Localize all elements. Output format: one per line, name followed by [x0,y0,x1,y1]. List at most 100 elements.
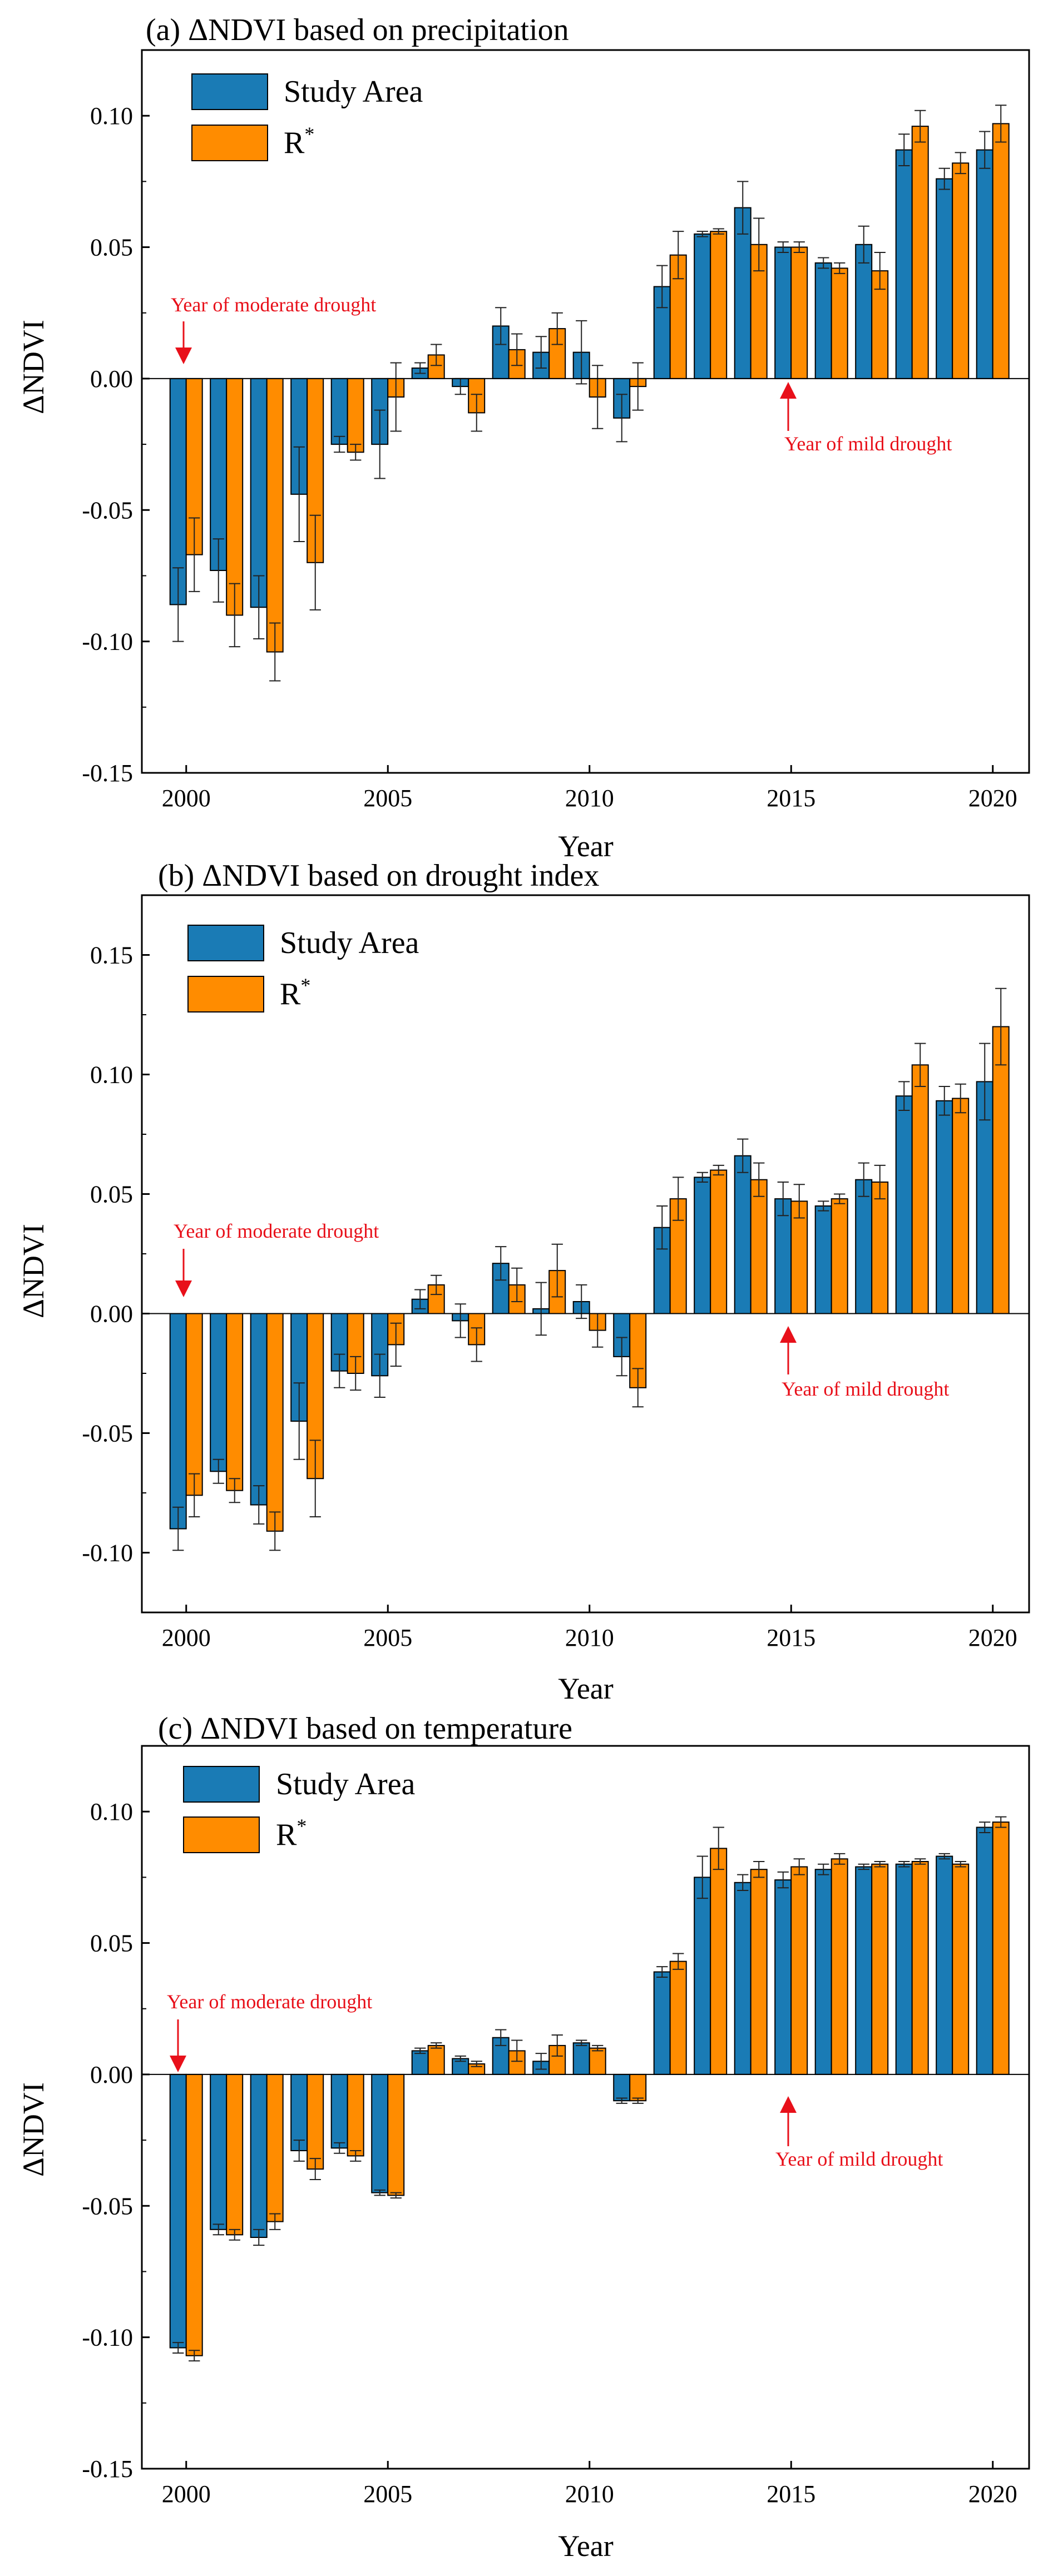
error-bar [535,2053,547,2070]
annotation-moderate-drought: Year of moderate drought [174,1220,379,1242]
error-bar [632,1368,644,1408]
bar-r-star-2001 [226,2073,244,2236]
error-bar [576,2039,587,2046]
error-bar [334,435,345,453]
error-bar [818,1863,829,1875]
legend-label-r-star: R* [284,123,314,160]
error-bar [673,1953,684,1970]
error-bar [656,1966,668,1978]
bar-study-area-2013 [694,1877,711,2075]
error-bar [713,1826,724,1870]
error-bar [793,1858,805,1875]
legend-label-study-area: Study Area [284,75,423,109]
bar-study-area-2002 [250,378,268,608]
error-bar [511,333,523,366]
bar-r-star-2013 [710,231,728,379]
bar-study-area-2020 [976,1826,993,2075]
error-bar [253,2228,265,2246]
bar-r-star-2000 [185,378,203,555]
legend-label-study-area: Study Area [280,926,419,960]
x-tick-label: 2005 [363,785,412,812]
y-tick-label: 0.10 [90,102,133,130]
x-tick-label: 2000 [162,2480,211,2508]
error-bar [858,225,869,264]
error-bar [874,1861,886,1868]
legend-swatch-r-star [183,1816,260,1853]
bar-r-star-2015 [790,1866,808,2075]
panel-title: (b) ΔNDVI based on drought index [158,858,599,893]
x-tick-label: 2005 [363,2480,412,2508]
legend-swatch-study-area [191,73,268,110]
y-tick-label: -0.10 [82,2324,133,2351]
error-bar [979,1043,991,1121]
annotation-mild-drought: Year of mild drought [784,433,952,455]
error-bar [495,307,507,345]
y-tick-label: -0.10 [82,1540,133,1567]
error-bar [454,1303,466,1338]
bar-study-area-2017 [855,1179,873,1314]
bar-study-area-2000 [169,1313,187,1530]
error-bar [955,152,966,175]
legend-swatch-r-star [191,125,268,161]
bar-r-star-2017 [871,1863,889,2075]
error-bar [616,1337,627,1377]
bar-study-area-2014 [734,1155,752,1314]
bar-r-star-2001 [226,1313,244,1491]
error-bar [535,1282,547,1336]
plot-frame [141,1745,1030,2470]
error-bar [858,1863,869,1870]
bar-study-area-2016 [814,1869,832,2075]
error-bar [334,2142,345,2154]
bar-r-star-2017 [871,1182,889,1314]
bar-study-area-2002 [250,1313,268,1506]
legend-label-r-star: R* [276,1815,307,1852]
bar-r-star-2018 [911,126,929,379]
error-bar [979,1821,991,1833]
bar-study-area-2011 [613,2073,631,2102]
error-bar [914,1043,926,1087]
error-bar [511,2039,523,2062]
panel-title: (a) ΔNDVI based on precipitation [146,13,569,47]
bar-study-area-2004 [330,378,348,445]
bar-study-area-2015 [774,1879,792,2075]
error-bar [632,2097,644,2104]
x-tick-label: 2015 [767,1624,815,1651]
panel-b: (b) ΔNDVI based on drought index ΔNDVI Y… [17,858,1030,1705]
error-bar [172,567,184,642]
annotation-moderate-drought: Year of moderate drought [171,294,376,316]
bar-study-area-2013 [694,1177,711,1314]
bar-study-area-2002 [250,2073,268,2238]
bar-study-area-2018 [895,1863,913,2075]
bar-study-area-2001 [210,2073,228,2230]
bar-study-area-2019 [936,1100,953,1314]
bar-r-star-2016 [831,1198,848,1314]
plot-area: -0.15 -0.10 -0.05 0.00 0.05 0.10 2000 2005 2010 2… [82,1745,1030,2508]
error-bar [431,344,442,366]
plot-area: -0.10 -0.05 0.00 0.05 0.10 0.15 2000 2005 2010 20… [82,894,1030,1651]
bar-study-area-2000 [169,378,187,605]
bar-study-area-2004 [330,2073,348,2149]
error-bar [189,517,200,592]
x-tick-label: 2000 [162,785,211,812]
error-bar [293,1382,305,1460]
error-bar [229,583,240,648]
error-bar [938,1853,950,1860]
bar-r-star-2000 [185,1313,203,1496]
bar-study-area-2016 [814,1205,832,1314]
y-tick-label: 0.15 [90,942,133,969]
error-bar [914,1858,926,1865]
bar-study-area-2014 [734,1882,752,2075]
error-bar [737,1138,749,1173]
bar-study-area-2001 [210,1313,228,1472]
error-bar [309,1440,321,1517]
bar-r-star-2013 [710,1848,728,2075]
y-tick-label: 0.10 [90,1061,133,1089]
x-tick-label: 2010 [565,785,614,812]
bar-r-star-2015 [790,246,808,379]
y-tick-label: -0.15 [82,2455,133,2483]
error-bar [551,312,563,345]
error-bar [713,228,724,235]
error-bar [374,409,385,479]
error-bar [431,2042,442,2049]
bar-r-star-2019 [952,1098,970,1314]
